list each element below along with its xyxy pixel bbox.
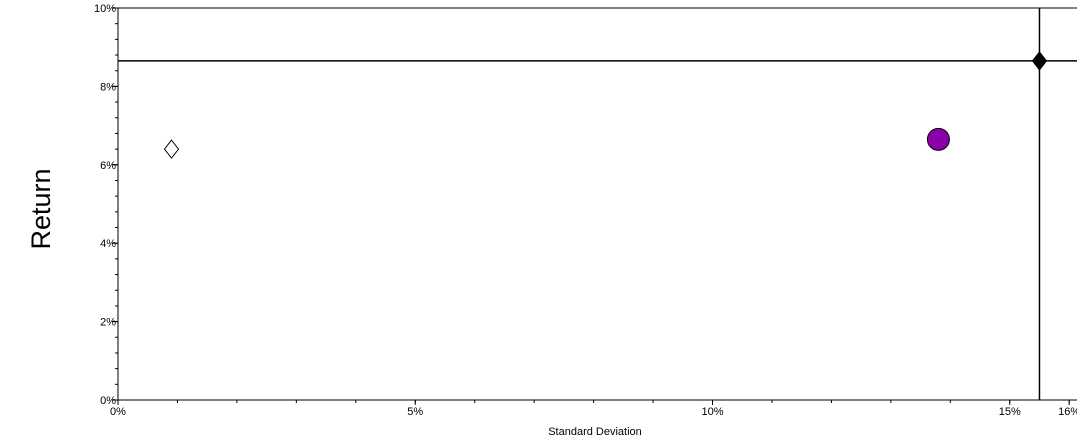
y-axis-title: Return	[26, 168, 56, 249]
data-points-group	[163, 51, 1048, 159]
x-tick-label: 0%	[110, 406, 126, 418]
y-tick-label: 10%	[94, 3, 116, 15]
data-point-diamond-open	[163, 139, 180, 159]
x-tick-label: 10%	[701, 406, 723, 418]
data-point-diamond-filled	[1031, 51, 1048, 71]
x-axis-title: Standard Deviation	[548, 426, 642, 438]
axes-group: 0% 2% 4% 6% 8% 10% 0% 5% 10% 15% 16%	[94, 3, 1077, 418]
plot-frame	[117, 7, 1077, 401]
y-tick-label: 0%	[100, 395, 116, 407]
x-tick-label: 5%	[407, 406, 423, 418]
y-tick-label: 8%	[100, 81, 116, 93]
x-tick-label: 16%	[1058, 406, 1077, 418]
data-point-circle	[926, 127, 950, 151]
y-tick-label: 6%	[100, 160, 116, 172]
y-tick-label: 2%	[100, 317, 116, 329]
y-tick-label: 4%	[100, 238, 116, 250]
reference-lines-group	[118, 8, 1077, 400]
x-tick-label: 15%	[999, 406, 1021, 418]
